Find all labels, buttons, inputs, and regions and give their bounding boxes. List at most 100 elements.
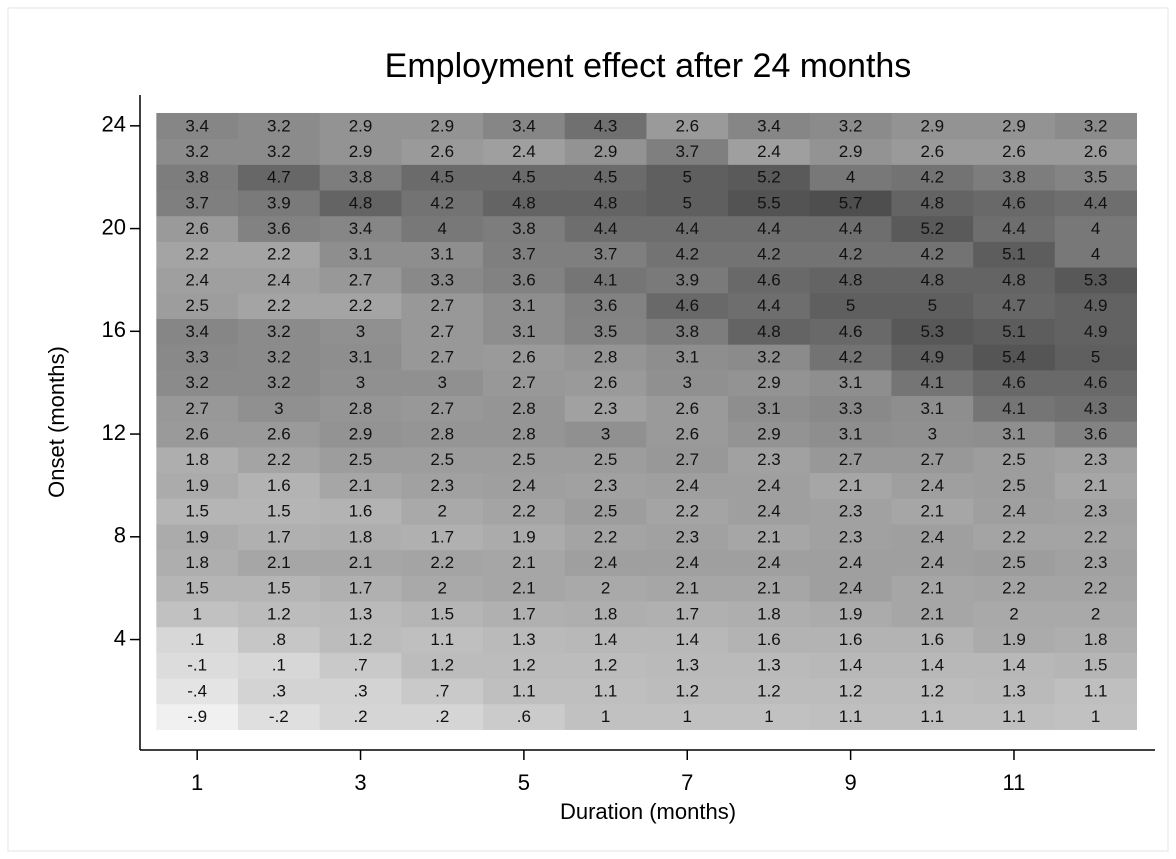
cell-label: 3.8 <box>512 219 536 238</box>
cell-label: 4.2 <box>920 245 944 264</box>
cell-label: 2.7 <box>512 373 536 392</box>
cell <box>564 190 647 217</box>
cell-label: .2 <box>435 707 449 726</box>
cell-label: 1.2 <box>267 604 291 623</box>
cell-label: 2.6 <box>1084 142 1108 161</box>
cell-label: 2.8 <box>594 347 618 366</box>
cell-label: 1 <box>601 707 610 726</box>
cell-label: 3.6 <box>267 219 291 238</box>
cell <box>156 190 239 217</box>
cell-label: 1.5 <box>1084 656 1108 675</box>
cell-label: 4.9 <box>1084 296 1108 315</box>
cell-label: 1.6 <box>757 630 781 649</box>
cell <box>564 369 647 397</box>
cell <box>646 292 729 319</box>
cell-label: 2.4 <box>675 553 699 572</box>
cell <box>646 318 729 345</box>
cell <box>973 601 1056 628</box>
cell-label: 3.1 <box>1002 425 1026 444</box>
cell <box>483 703 566 730</box>
cell-label: 4.9 <box>920 347 944 366</box>
cell <box>973 292 1056 319</box>
cell-label: 1.5 <box>430 604 454 623</box>
cell <box>156 164 239 191</box>
cell-label: 2.1 <box>512 553 536 572</box>
cell <box>646 395 729 422</box>
cell-label: 2.3 <box>1084 553 1108 572</box>
cell <box>156 446 239 474</box>
cell-label: 2.5 <box>185 296 209 315</box>
cell-label: 4.6 <box>1002 193 1026 212</box>
cell <box>728 344 811 371</box>
cell-label: 2.6 <box>430 142 454 161</box>
cell <box>809 369 892 397</box>
cell-label: 2.4 <box>839 553 863 572</box>
cell-label: 4.8 <box>594 193 618 212</box>
cell <box>564 421 647 448</box>
cell <box>646 138 729 165</box>
cell <box>973 190 1056 217</box>
cell-label: 3.1 <box>757 399 781 418</box>
cell <box>809 678 892 705</box>
cell-label: 1.4 <box>594 630 618 649</box>
cell <box>319 472 402 499</box>
cell-label: 2.7 <box>185 399 209 418</box>
cell-label: 4 <box>846 168 855 187</box>
cell <box>646 267 729 294</box>
cell-label: 1.3 <box>675 656 699 675</box>
cell <box>728 138 811 165</box>
cell-label: 3.8 <box>1002 168 1026 187</box>
x-tick-label: 11 <box>1003 770 1026 795</box>
cell <box>483 267 566 294</box>
cell <box>728 498 811 525</box>
cell <box>891 395 974 422</box>
y-tick-label: 4 <box>114 625 126 650</box>
cell <box>973 421 1056 448</box>
cell <box>319 395 402 422</box>
cell <box>156 601 239 628</box>
cell-label: 3.2 <box>267 142 291 161</box>
x-tick-label: 9 <box>844 770 856 795</box>
cell-label: 3.1 <box>675 347 699 366</box>
cell <box>646 190 729 217</box>
cell <box>564 318 647 345</box>
cell <box>891 112 974 140</box>
cell-label: 2.1 <box>512 579 536 598</box>
cell <box>1054 241 1137 268</box>
cell-label: 1.5 <box>185 502 209 521</box>
cell <box>156 267 239 294</box>
cell <box>483 498 566 525</box>
cell <box>483 164 566 191</box>
cell <box>973 267 1056 294</box>
cell-label: 2.8 <box>512 399 536 418</box>
cell-label: 3.2 <box>267 373 291 392</box>
cell-label: 1.7 <box>430 527 454 546</box>
cell <box>483 112 566 140</box>
cell <box>1054 421 1137 448</box>
cell <box>156 138 239 165</box>
cell-label: 1.8 <box>594 604 618 623</box>
cell-label: 2.9 <box>430 116 454 135</box>
cell <box>646 112 729 140</box>
cell-label: 1.7 <box>267 527 291 546</box>
cell-label: 1.1 <box>594 681 618 700</box>
cell-label: 4.5 <box>594 168 618 187</box>
cell-label: 2 <box>1091 604 1100 623</box>
cell-label: 2.8 <box>430 425 454 444</box>
cell <box>646 703 729 730</box>
cell <box>483 549 566 576</box>
cell-label: 3.2 <box>757 347 781 366</box>
cell-label: 3.6 <box>1084 425 1108 444</box>
cell <box>809 190 892 217</box>
cell-label: 2.2 <box>512 502 536 521</box>
cell-label: 1.8 <box>185 553 209 572</box>
cell <box>319 138 402 165</box>
cell-label: 1.4 <box>839 656 863 675</box>
cell <box>728 369 811 397</box>
cell <box>646 549 729 576</box>
cell <box>891 292 974 319</box>
cell <box>156 395 239 422</box>
cell-label: 4.3 <box>594 116 618 135</box>
cell-label: 2.6 <box>512 347 536 366</box>
cell-label: 2.6 <box>267 425 291 444</box>
